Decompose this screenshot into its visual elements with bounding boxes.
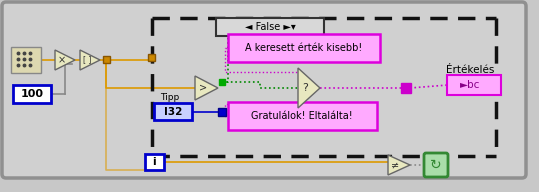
FancyBboxPatch shape: [13, 85, 51, 103]
Text: A keresett érték kisebb!: A keresett érték kisebb!: [245, 43, 363, 53]
Text: ≠: ≠: [391, 160, 399, 170]
Text: I32: I32: [164, 107, 182, 117]
FancyBboxPatch shape: [145, 154, 164, 170]
Text: >: >: [199, 83, 207, 93]
FancyBboxPatch shape: [154, 103, 192, 120]
FancyBboxPatch shape: [216, 18, 324, 36]
FancyBboxPatch shape: [11, 47, 41, 73]
Text: ►bc: ►bc: [460, 80, 480, 90]
Text: i: i: [152, 157, 156, 167]
FancyBboxPatch shape: [447, 75, 501, 95]
Text: 100: 100: [20, 89, 44, 99]
Text: Gratulálok! Eltalálta!: Gratulálok! Eltalálta!: [251, 111, 353, 121]
Polygon shape: [55, 50, 75, 70]
Bar: [103, 56, 110, 63]
Text: ×: ×: [58, 55, 66, 65]
Text: Értékelés: Értékelés: [446, 65, 494, 75]
Text: ◄ False ►▾: ◄ False ►▾: [245, 22, 295, 32]
Polygon shape: [195, 76, 218, 100]
FancyBboxPatch shape: [424, 153, 448, 177]
FancyBboxPatch shape: [228, 34, 380, 62]
Bar: [148, 54, 155, 61]
FancyBboxPatch shape: [2, 2, 526, 178]
Polygon shape: [80, 50, 100, 70]
Bar: [153, 19, 495, 155]
Text: ↻: ↻: [430, 158, 442, 172]
Bar: [218, 108, 226, 116]
Polygon shape: [298, 68, 320, 108]
Text: Tipp: Tipp: [161, 94, 179, 103]
FancyBboxPatch shape: [228, 102, 377, 130]
Text: ?: ?: [302, 83, 308, 93]
Text: [ ]: [ ]: [83, 55, 91, 65]
Polygon shape: [388, 155, 410, 175]
